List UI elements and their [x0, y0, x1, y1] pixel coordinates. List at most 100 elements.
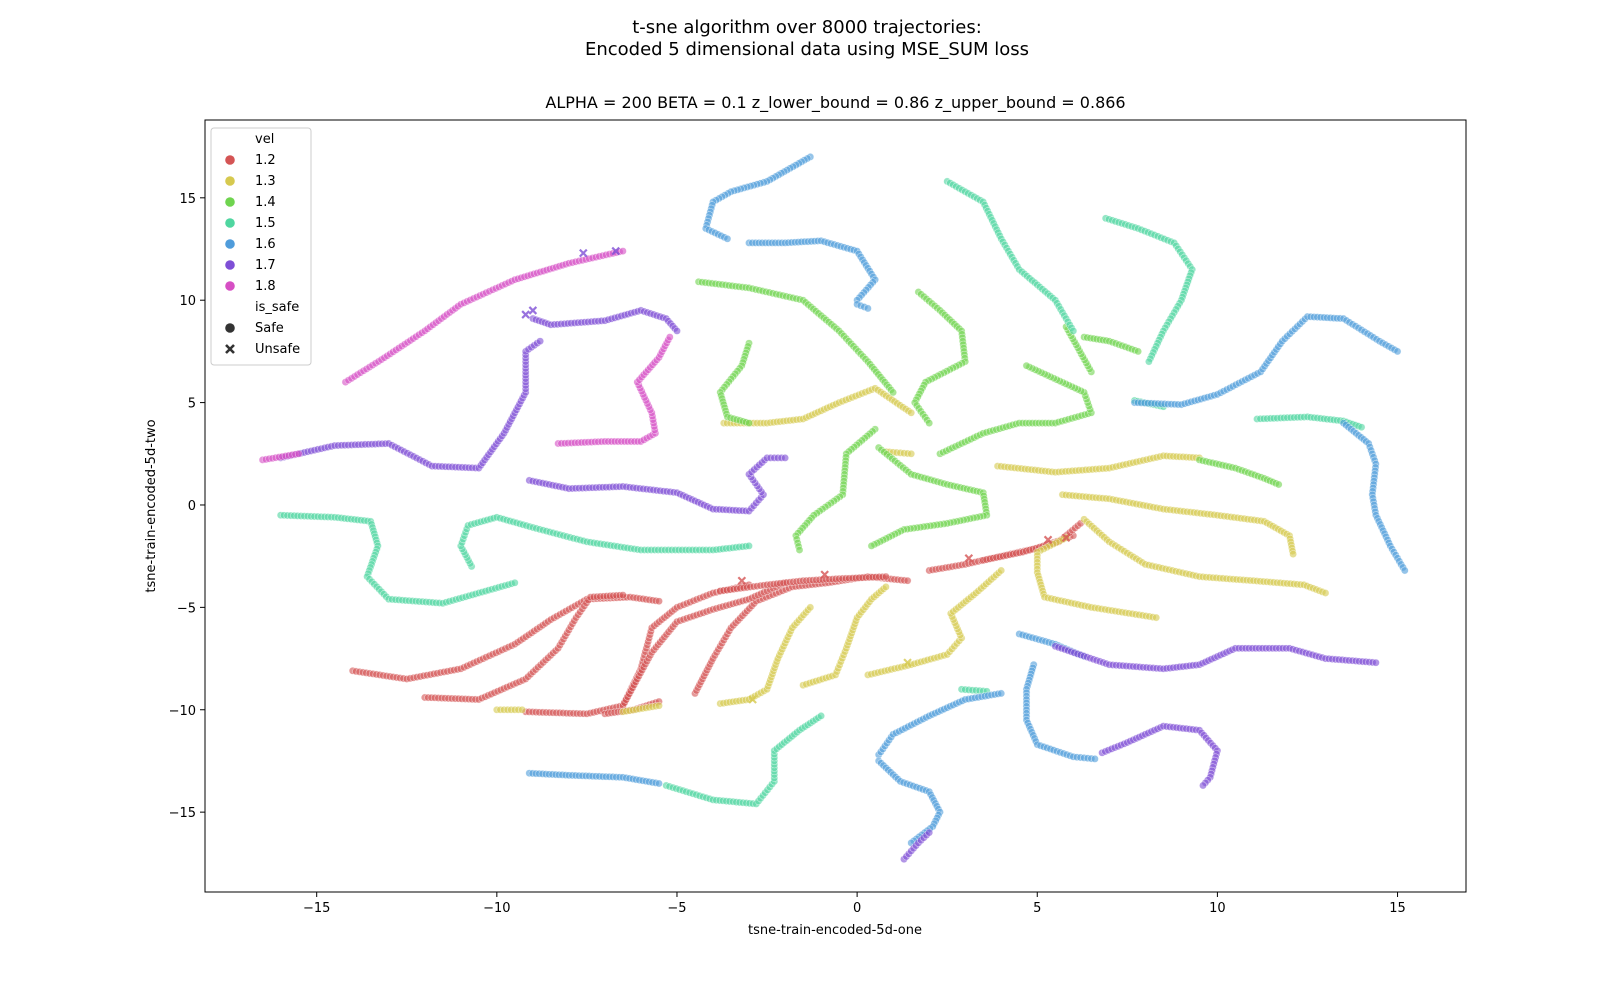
figure-suptitle-line2: Encoded 5 dimensional data using MSE_SUM…: [584, 39, 1030, 60]
legend-hue-title: vel: [255, 132, 274, 147]
data-point: [925, 828, 934, 837]
legend-label: Unsafe: [255, 342, 300, 357]
legend-swatch: [225, 197, 235, 207]
data-point: [1022, 361, 1031, 370]
data-point: [745, 542, 753, 550]
data-point: [889, 388, 897, 397]
legend-label: 1.8: [255, 279, 276, 294]
data-point: [795, 546, 804, 554]
legend-swatch: [225, 218, 235, 228]
unsafe-point: [737, 576, 747, 586]
legend-swatch: [225, 239, 235, 249]
data-point: [1069, 327, 1078, 335]
y-tick-label: 15: [179, 192, 196, 207]
legend-label: 1.4: [255, 195, 276, 210]
data-point: [1091, 755, 1099, 763]
legend-style-title: is_safe: [255, 300, 299, 315]
x-tick-label: 10: [1209, 901, 1226, 916]
unsafe-point: [1061, 533, 1071, 543]
legend-box: [210, 127, 312, 366]
x-tick-label: −15: [303, 901, 330, 916]
data-point: [925, 419, 934, 427]
data-point: [655, 779, 663, 788]
data-point: [655, 597, 663, 606]
data-point: [1357, 423, 1366, 432]
legend-safe-marker: [225, 323, 235, 333]
data-point: [745, 419, 753, 427]
unsafe-point: [748, 695, 757, 704]
data-point: [1145, 357, 1153, 366]
legend-label: Safe: [255, 321, 284, 336]
y-tick-label: 0: [188, 499, 196, 514]
axes-title: ALPHA = 200 BETA = 0.1 z_lower_bound = 0…: [545, 93, 1126, 112]
data-point: [665, 333, 674, 341]
data-point: [673, 327, 681, 335]
legend-swatch: [225, 155, 235, 165]
unsafe-point: [579, 248, 588, 258]
x-tick-label: −10: [483, 901, 510, 916]
data-points-layer: [258, 153, 1409, 864]
x-tick-label: 0: [853, 901, 861, 916]
x-tick-label: −5: [667, 901, 686, 916]
y-tick-label: −15: [169, 806, 196, 821]
legend-swatch: [225, 176, 235, 186]
data-point: [619, 591, 627, 599]
unsafe-point: [521, 310, 530, 319]
data-point: [997, 566, 1006, 575]
legend: vel 1.2 1.3 1.4 1.5 1.6 1.7 1.8 is_safe Safe Unsaf…: [210, 127, 312, 366]
data-point: [907, 449, 916, 458]
figure-suptitle-line1: t-sne algorithm over 8000 trajectories:: [632, 17, 982, 38]
data-point: [518, 705, 526, 714]
legend-label: 1.7: [255, 258, 276, 273]
data-point: [1372, 658, 1380, 667]
legend-label: 1.6: [255, 237, 276, 252]
data-point: [1289, 550, 1297, 558]
data-point: [817, 712, 825, 720]
data-point: [1274, 480, 1283, 489]
data-point: [1199, 781, 1207, 790]
legend-label: 1.3: [255, 174, 276, 189]
y-tick-label: 5: [188, 397, 196, 412]
unsafe-point: [820, 570, 829, 579]
data-point: [1321, 589, 1330, 597]
data-point: [903, 576, 912, 585]
data-point: [536, 337, 544, 346]
y-tick-label: −5: [177, 601, 196, 616]
x-axis-label: tsne-train-encoded-5d-one: [748, 923, 922, 938]
data-point: [655, 701, 663, 710]
data-point: [1400, 566, 1409, 575]
x-tick-label: 5: [1033, 901, 1041, 916]
legend-swatch: [225, 281, 235, 291]
unsafe-point: [1043, 535, 1053, 545]
data-point: [882, 572, 890, 581]
unsafe-point: [964, 553, 974, 563]
data-point: [907, 408, 916, 417]
data-point: [781, 454, 789, 462]
data-point: [723, 234, 732, 243]
data-point: [864, 304, 872, 313]
data-point: [294, 449, 303, 458]
data-point: [867, 542, 876, 550]
legend-swatch: [225, 260, 235, 270]
y-axis-label: tsne-train-encoded-5d-two: [144, 419, 159, 592]
unsafe-point: [611, 246, 621, 256]
legend-label: 1.5: [255, 216, 276, 231]
data-point: [1393, 347, 1402, 356]
data-point: [1134, 347, 1142, 356]
legend-label: 1.2: [255, 153, 276, 168]
data-point: [882, 583, 890, 591]
data-point: [997, 689, 1006, 698]
plot-frame: [204, 119, 1467, 893]
data-point: [510, 578, 519, 587]
unsafe-point: [528, 306, 538, 315]
data-point: [619, 247, 627, 255]
x-tick-label: 15: [1389, 901, 1406, 916]
axis-ticks: −15 −10 −5 0 5 10 15 −15 −10 −5 0 5 10 15: [169, 192, 1406, 916]
y-tick-label: −10: [169, 704, 196, 719]
unsafe-point: [903, 658, 912, 667]
legend-unsafe-marker: [225, 344, 235, 354]
data-point: [806, 603, 815, 612]
y-tick-label: 10: [179, 294, 196, 309]
data-point: [1152, 613, 1161, 622]
